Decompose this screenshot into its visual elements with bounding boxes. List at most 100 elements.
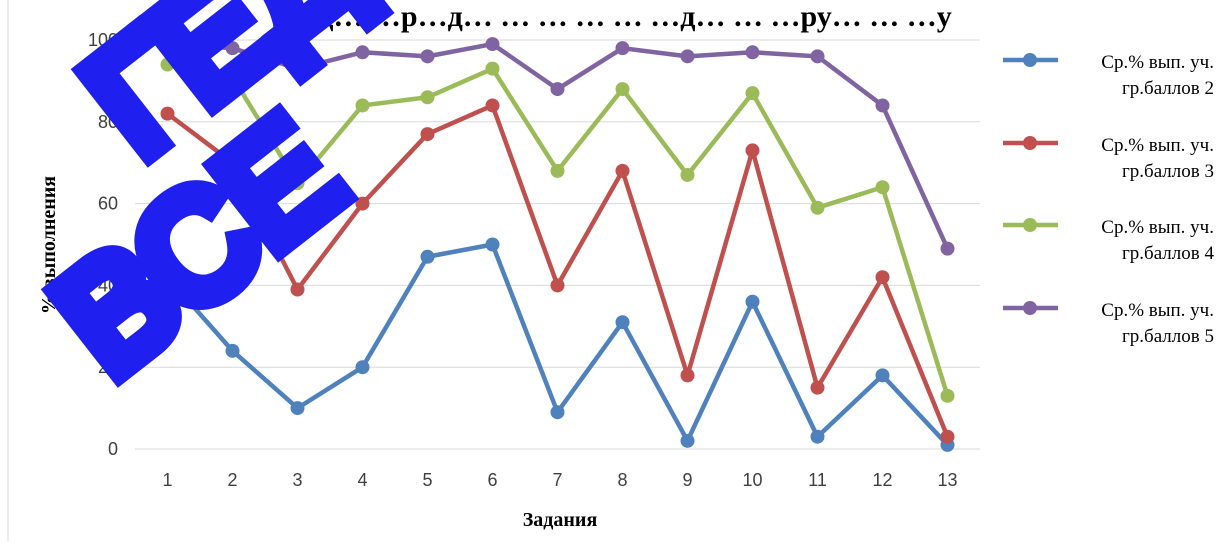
data-point <box>355 45 370 60</box>
data-point <box>420 49 435 64</box>
data-point <box>615 82 630 97</box>
data-point <box>615 41 630 56</box>
data-point <box>160 106 175 121</box>
legend-label-line1: Ср.% вып. уч. <box>1101 135 1214 156</box>
x-tick-label: 9 <box>682 470 692 490</box>
data-point <box>290 61 305 76</box>
legend-label-line2: гр.баллов 5 <box>1122 326 1214 347</box>
x-tick-label: 1 <box>162 470 172 490</box>
x-tick-label: 2 <box>227 470 237 490</box>
legend-entry: Ср.% вып. уч. гр.баллов 2 <box>1003 52 1214 99</box>
x-tick-label: 12 <box>872 470 892 490</box>
legend-marker <box>1023 218 1037 232</box>
data-point <box>680 167 695 182</box>
y-tick-label: 100 <box>88 30 118 50</box>
x-tick-label: 11 <box>808 470 827 490</box>
data-point <box>810 200 825 215</box>
x-tick-label: 10 <box>742 470 762 490</box>
legend-entry: Ср.% вып. уч. гр.баллов 3 <box>1003 135 1214 182</box>
x-tick-label: 4 <box>357 470 367 490</box>
y-tick-label: 80 <box>98 112 118 132</box>
y-tick-label: 60 <box>98 194 118 214</box>
data-point <box>550 82 565 97</box>
data-point <box>745 45 760 60</box>
data-point <box>225 343 240 358</box>
data-point <box>485 37 500 52</box>
x-tick-label: 13 <box>937 470 957 490</box>
data-point <box>810 49 825 64</box>
data-point <box>420 90 435 105</box>
data-point <box>745 86 760 101</box>
data-point <box>615 315 630 330</box>
y-axis-title: % выполнения <box>38 176 60 314</box>
legend-label-line1: Ср.% вып. уч. <box>1101 300 1214 321</box>
legend-label-line1: Ср.% вып. уч. <box>1101 52 1214 73</box>
data-point <box>485 61 500 76</box>
y-tick-label: 0 <box>108 439 118 459</box>
data-point <box>550 405 565 420</box>
data-point <box>615 163 630 178</box>
x-tick-label: 7 <box>552 470 562 490</box>
data-point <box>485 237 500 252</box>
data-point <box>290 282 305 297</box>
data-point <box>745 294 760 309</box>
y-axis-ticks: 0 20 40 60 80 100 <box>88 30 118 459</box>
series-3 <box>160 57 955 403</box>
y-tick-label: 20 <box>98 357 118 377</box>
data-point <box>875 368 890 383</box>
x-tick-label: 6 <box>487 470 497 490</box>
data-point <box>225 69 240 84</box>
data-point <box>550 163 565 178</box>
data-point <box>940 429 955 444</box>
legend-label-line2: гр.баллов 3 <box>1122 161 1214 182</box>
legend-label-line2: гр.баллов 2 <box>1122 78 1214 99</box>
data-point <box>550 278 565 293</box>
data-point <box>225 41 240 56</box>
x-axis-ticks: 1 2 3 4 5 6 7 8 9 10 11 12 13 <box>162 470 957 490</box>
legend-marker <box>1023 136 1037 150</box>
data-point <box>355 98 370 113</box>
series-4 <box>160 37 955 256</box>
x-tick-label: 3 <box>292 470 302 490</box>
data-point <box>680 49 695 64</box>
legend-marker <box>1023 301 1037 315</box>
data-point <box>160 270 175 285</box>
data-point <box>875 98 890 113</box>
data-point <box>290 176 305 191</box>
data-point <box>485 98 500 113</box>
data-point <box>940 388 955 403</box>
series-2 <box>160 98 955 444</box>
data-point <box>940 241 955 256</box>
data-point <box>745 143 760 158</box>
data-point <box>875 180 890 195</box>
data-point <box>680 433 695 448</box>
data-point <box>680 368 695 383</box>
data-point <box>355 196 370 211</box>
data-point <box>420 249 435 264</box>
series-lines <box>160 37 955 452</box>
y-tick-label: 40 <box>98 275 118 295</box>
chart-title: …д… …р…д… … … … … …д… … …ру… … …у <box>288 0 952 33</box>
x-tick-label: 5 <box>422 470 432 490</box>
legend: Ср.% вып. уч. гр.баллов 2 Ср.% вып. уч. гр.… <box>1003 52 1214 347</box>
data-point <box>160 37 175 52</box>
legend-entry: Ср.% вып. уч. гр.баллов 4 <box>1003 217 1214 264</box>
legend-label-line1: Ср.% вып. уч. <box>1101 217 1214 238</box>
data-point <box>810 429 825 444</box>
series-1 <box>160 237 955 452</box>
data-point <box>420 127 435 142</box>
legend-entry: Ср.% вып. уч. гр.баллов 5 <box>1003 300 1214 347</box>
data-point <box>355 360 370 375</box>
data-point <box>160 57 175 72</box>
legend-marker <box>1023 53 1037 67</box>
data-point <box>290 401 305 416</box>
x-axis-title: Задания <box>523 509 598 531</box>
data-point <box>225 155 240 170</box>
x-tick-label: 8 <box>617 470 627 490</box>
data-point <box>875 270 890 285</box>
legend-label-line2: гр.баллов 4 <box>1122 243 1214 264</box>
data-point <box>810 380 825 395</box>
